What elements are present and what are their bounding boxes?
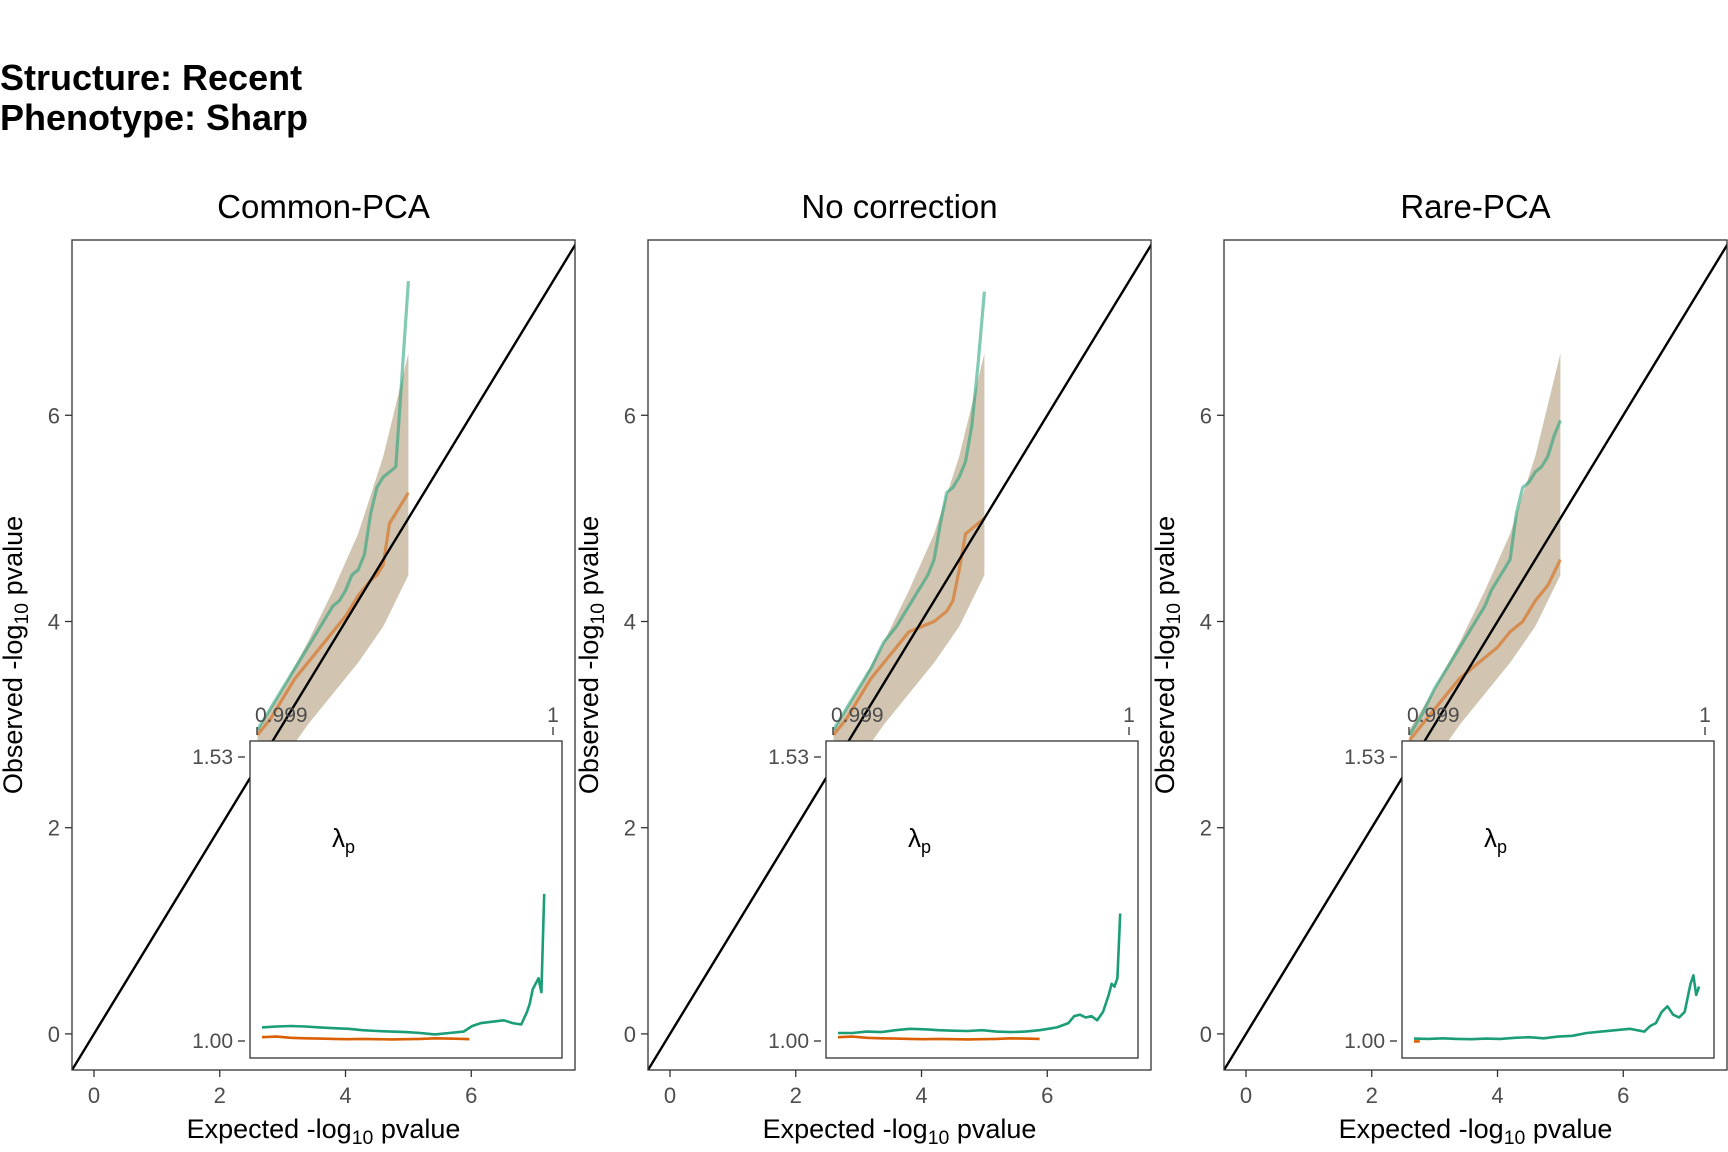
inset-box <box>1401 740 1715 1059</box>
inset-y-tick-label: 1.53 <box>768 746 809 769</box>
y-axis-label: Observed -log10 pvalue <box>1150 516 1185 794</box>
x-tick-label: 6 <box>1041 1083 1053 1108</box>
series-line-orange <box>832 517 986 736</box>
confidence-band <box>833 353 985 797</box>
inset: 0.999 1 1.00 1.53 λp <box>1344 704 1715 1059</box>
identity-line <box>648 242 1151 1070</box>
plot-area <box>648 242 1151 1070</box>
inset-x-tick-label: 0.999 <box>1407 704 1460 727</box>
y-tick-label: 2 <box>1200 816 1212 841</box>
series-line-green <box>832 291 986 731</box>
x-tick-label: 0 <box>1240 1083 1252 1108</box>
x-tick-label: 4 <box>339 1083 351 1108</box>
inset: 0.999 1 1.00 1.53 λp <box>768 704 1139 1059</box>
x-tick-label: 4 <box>1491 1083 1503 1108</box>
plot-area <box>1224 242 1727 1070</box>
inset-box <box>825 740 1139 1059</box>
y-tick-label: 4 <box>624 609 636 634</box>
phenotype-title: Phenotype: Sharp <box>0 97 309 138</box>
series-line-green <box>256 281 410 731</box>
x-tick-label: 4 <box>915 1083 927 1108</box>
series-line-orange <box>256 491 410 736</box>
y-tick-label: 0 <box>48 1022 60 1047</box>
x-axis-label: Expected -log10 pvalue <box>763 1114 1037 1149</box>
y-tick-label: 6 <box>1200 403 1212 428</box>
x-axis-label: Expected -log10 pvalue <box>1339 1114 1613 1149</box>
confidence-band <box>257 353 409 797</box>
inset-y-tick-label: 1.00 <box>768 1030 809 1053</box>
y-tick-label: 2 <box>48 816 60 841</box>
inset-x-tick-label: 0.999 <box>831 704 884 727</box>
identity-line <box>72 242 575 1070</box>
confidence-band <box>1409 353 1561 797</box>
x-tick-label: 6 <box>1617 1083 1629 1108</box>
panel-title: No correction <box>801 188 997 225</box>
inset-line-green <box>1413 974 1701 1041</box>
figure-title: Structure: Recent Phenotype: Sharp <box>0 58 308 138</box>
inset-line-green <box>261 893 546 1036</box>
inset-y-tick-label: 1.53 <box>192 746 233 769</box>
x-tick-label: 6 <box>465 1083 477 1108</box>
y-tick-label: 0 <box>624 1022 636 1047</box>
y-axis-label: Observed -log10 pvalue <box>0 516 33 794</box>
x-tick-label: 2 <box>790 1083 802 1108</box>
inset: 0.999 1 1.00 1.53 λp <box>192 704 563 1059</box>
inset-x-tick-label: 1 <box>1699 704 1711 727</box>
inset-line-green <box>838 913 1122 1035</box>
identity-line <box>1224 242 1727 1070</box>
inset-y-tick-label: 1.00 <box>1344 1030 1385 1053</box>
panel-title: Rare-PCA <box>1400 188 1550 225</box>
panel-border <box>1223 239 1728 1071</box>
lambda-label: λp <box>908 823 931 857</box>
x-axis-label: Expected -log10 pvalue <box>187 1114 461 1149</box>
inset-y-tick-label: 1.00 <box>192 1030 233 1053</box>
inset-x-tick-label: 0.999 <box>255 704 308 727</box>
inset-x-tick-label: 1 <box>547 704 559 727</box>
panel-border <box>647 239 1152 1071</box>
inset-y-tick-label: 1.53 <box>1344 746 1385 769</box>
y-tick-label: 4 <box>1200 609 1212 634</box>
x-tick-label: 0 <box>88 1083 100 1108</box>
lambda-label: λp <box>1484 823 1507 857</box>
y-tick-label: 2 <box>624 816 636 841</box>
y-axis-label: Observed -log10 pvalue <box>574 516 609 794</box>
y-tick-label: 4 <box>48 609 60 634</box>
y-tick-label: 6 <box>624 403 636 428</box>
x-tick-label: 2 <box>214 1083 226 1108</box>
x-tick-label: 0 <box>664 1083 676 1108</box>
x-tick-label: 2 <box>1366 1083 1378 1108</box>
series-line-green <box>1408 419 1562 736</box>
plot-area <box>72 242 575 1070</box>
series-line-orange <box>1408 558 1562 742</box>
panel-border <box>71 239 576 1071</box>
inset-line-orange <box>261 1035 470 1041</box>
lambda-label: λp <box>332 823 355 857</box>
y-tick-label: 0 <box>1200 1022 1212 1047</box>
y-tick-label: 6 <box>48 403 60 428</box>
structure-title: Structure: Recent <box>0 57 303 98</box>
inset-line-orange <box>837 1035 1040 1041</box>
panel-title: Common-PCA <box>217 188 430 225</box>
inset-x-tick-label: 1 <box>1123 704 1135 727</box>
inset-box <box>249 740 563 1059</box>
